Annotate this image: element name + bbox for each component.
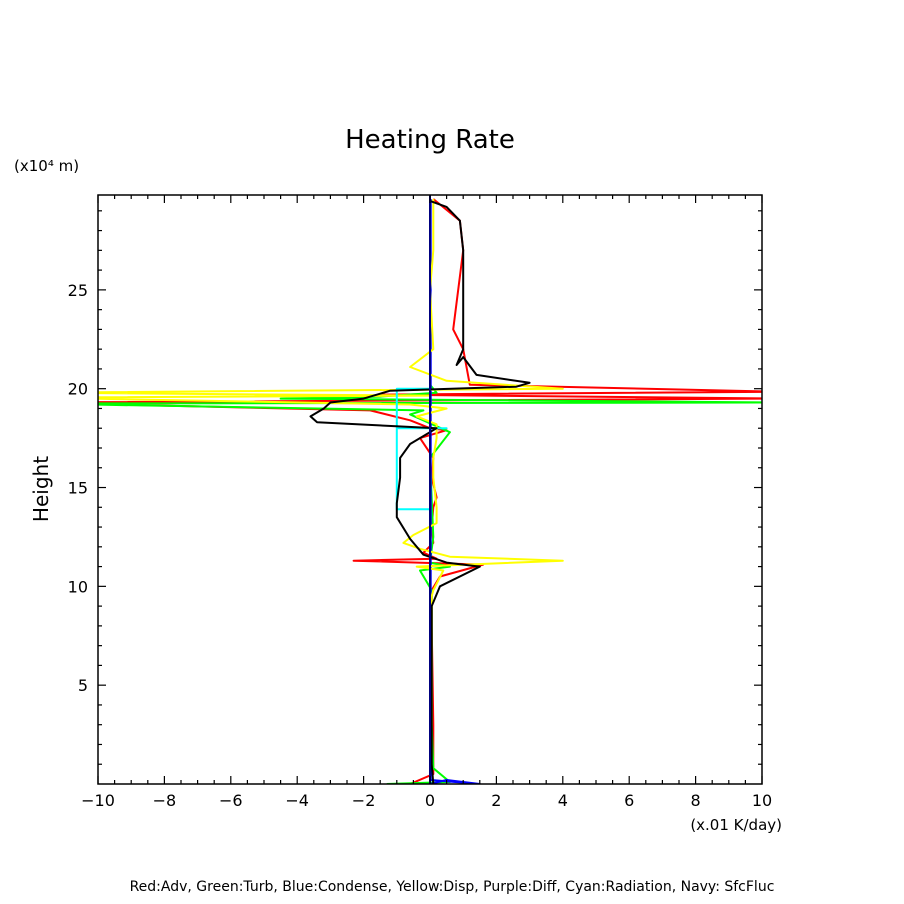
legend-text: Red:Adv, Green:Turb, Blue:Condense, Yell… [130,879,775,895]
x-tick-label: −10 [81,791,115,810]
series-line-2 [429,199,481,784]
chart-title: Heating Rate [345,125,515,155]
series-layer [98,195,762,784]
x-tick-label: 6 [624,791,634,810]
series-line-5 [309,199,531,784]
series-line-1 [98,199,762,784]
x-tick-label: 0 [425,791,435,810]
x-tick-label: 4 [558,791,568,810]
series-line-3 [98,199,564,769]
x-unit-label: (x.01 K/day) [690,816,782,834]
y-tick-label: 15 [68,479,88,498]
x-tick-label: −2 [352,791,376,810]
x-tick-label: −6 [219,791,243,810]
tick-layer: −10 −8 −6 −4 −2 0 2 4 6 8 10 5 10 15 20 25 [68,195,772,810]
y-tick-label: 5 [78,676,88,695]
y-tick-label: 25 [68,281,88,300]
x-tick-label: −4 [285,791,309,810]
x-tick-label: 10 [752,791,772,810]
y-axis-label: Height [29,456,53,522]
y-tick-label: 10 [68,577,88,596]
y-tick-label: 20 [68,380,88,399]
x-tick-label: −8 [153,791,177,810]
x-tick-label: 2 [491,791,501,810]
x-tick-label: 8 [691,791,701,810]
y-unit-label: (x10⁴ m) [14,157,79,175]
series-line-0 [98,198,762,784]
plot-frame [97,194,763,785]
